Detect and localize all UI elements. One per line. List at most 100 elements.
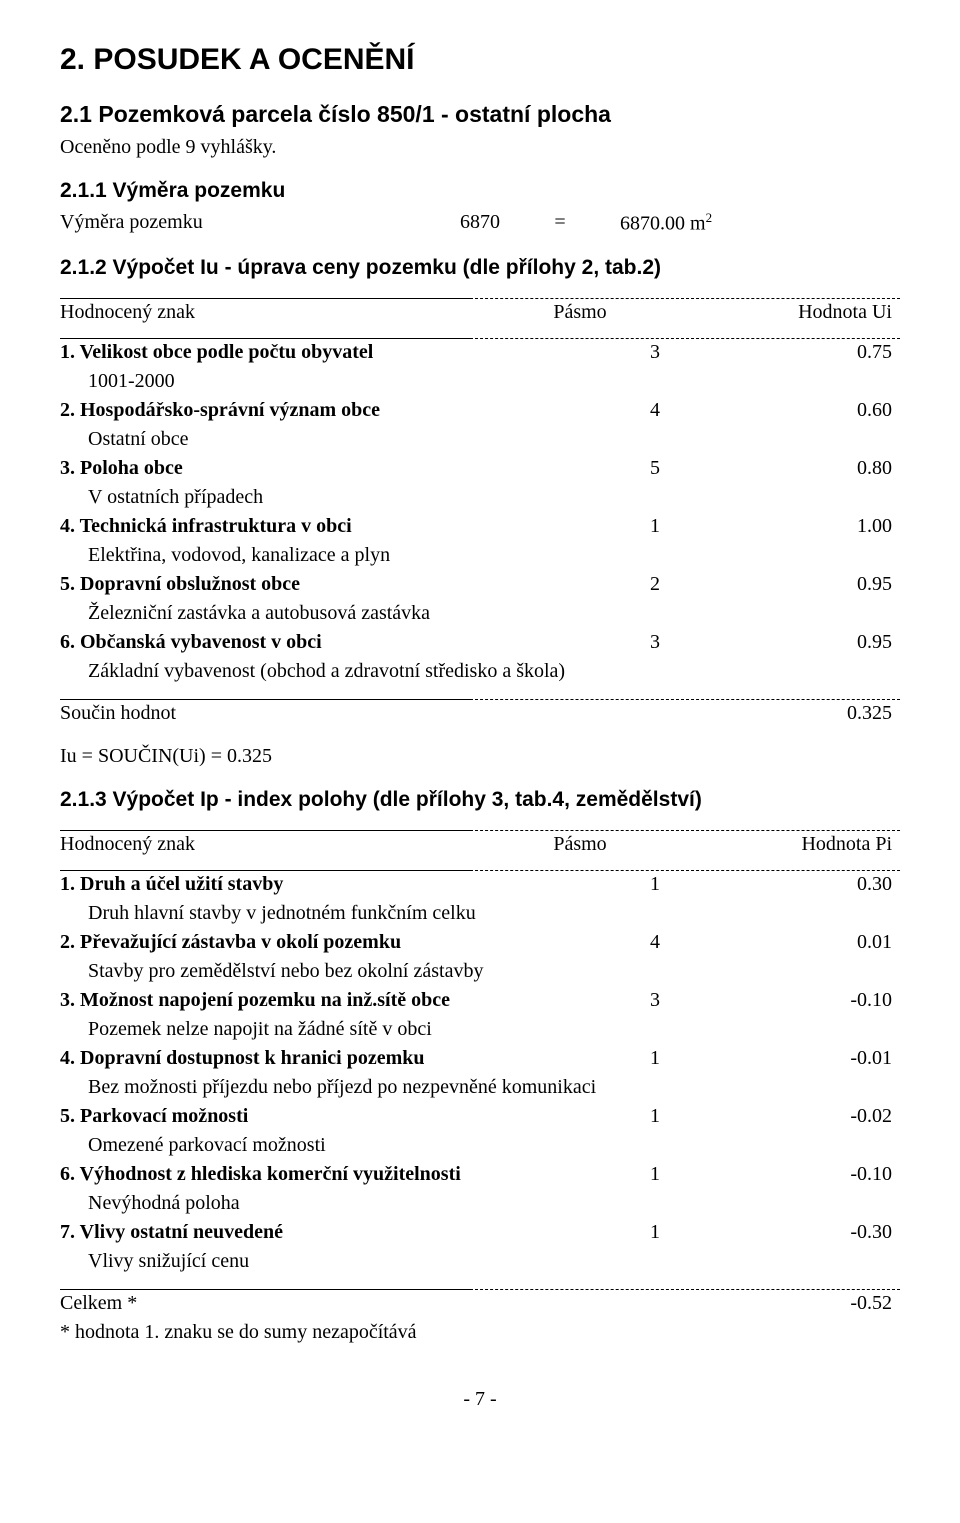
heading-iu: 2.1.2 Výpočet Iu - úprava ceny pozemku (… [60, 254, 900, 282]
tbl1-row: 5. Dopravní obslužnost obce20.95 [60, 571, 900, 598]
vymera-value: 6870 [420, 209, 540, 238]
tbl1-foot-label: Součin hodnot [60, 700, 470, 727]
vymera-result-sup: 2 [706, 210, 713, 225]
tbl1-row-value: 0.60 [690, 397, 900, 424]
tbl2-row-desc: Bez možnosti příjezdu nebo příjezd po ne… [60, 1074, 900, 1101]
heading-ip: 2.1.3 Výpočet Ip - index polohy (dle pří… [60, 786, 900, 814]
rule-1 [60, 286, 900, 299]
tbl2-row-label: 7. Vlivy ostatní neuvedené [60, 1219, 600, 1246]
rule-6 [60, 1277, 900, 1290]
vymera-label: Výměra pozemku [60, 209, 420, 238]
tbl2-row-value: -0.30 [690, 1219, 900, 1246]
tbl2-row-label: 2. Převažující zástavba v okolí pozemku [60, 929, 600, 956]
tbl2-row-value: -0.02 [690, 1103, 900, 1130]
rule-4 [60, 818, 900, 831]
tbl2-foot: Celkem * -0.52 [60, 1290, 900, 1317]
tbl2-row-label: 4. Dopravní dostupnost k hranici pozemku [60, 1045, 600, 1072]
vymera-result-val: 6870.00 m [620, 213, 706, 235]
tbl2-row-desc: Druh hlavní stavby v jednotném funkčním … [60, 900, 900, 927]
tbl1-foot: Součin hodnot 0.325 [60, 700, 900, 727]
tbl2-row-label: 1. Druh a účel užití stavby [60, 871, 600, 898]
tbl2-body: 1. Druh a účel užití stavby10.30Druh hla… [60, 871, 900, 1275]
tbl2-row-label: 3. Možnost napojení pozemku na inž.sítě … [60, 987, 600, 1014]
tbl2-row-pasmo: 1 [600, 1219, 690, 1246]
tbl2-row-value: -0.01 [690, 1045, 900, 1072]
tbl2-foot-val: -0.52 [470, 1290, 900, 1317]
tbl2-h-c2: Pásmo [470, 831, 690, 858]
tbl2-row-desc: Nevýhodná poloha [60, 1190, 900, 1217]
tbl1-h-c2: Pásmo [470, 299, 690, 326]
page-number: - 7 - [60, 1386, 900, 1413]
tbl1-note: Iu = SOUČIN(Ui) = 0.325 [60, 743, 900, 770]
tbl1-row-desc: Železniční zastávka a autobusová zastávk… [60, 600, 900, 627]
tbl1-row-value: 0.75 [690, 339, 900, 366]
tbl2-h-c3: Hodnota Pi [690, 831, 900, 858]
tbl1-row: 3. Poloha obce50.80 [60, 455, 900, 482]
tbl2-row: 3. Možnost napojení pozemku na inž.sítě … [60, 987, 900, 1014]
tbl1-row-label: 2. Hospodářsko-správní význam obce [60, 397, 600, 424]
tbl2-row: 6. Výhodnost z hlediska komerční využite… [60, 1161, 900, 1188]
rule-3 [60, 687, 900, 700]
tbl1-row-label: 1. Velikost obce podle počtu obyvatel [60, 339, 600, 366]
subtitle-text: Oceněno podle 9 vyhlášky. [60, 134, 900, 161]
tbl1-row-pasmo: 1 [600, 513, 690, 540]
rule-2 [60, 326, 900, 339]
vymera-result: 6870.00 m2 [580, 209, 900, 238]
tbl1-row-label: 3. Poloha obce [60, 455, 600, 482]
tbl2-row-pasmo: 1 [600, 871, 690, 898]
tbl2-foot-label: Celkem * [60, 1290, 470, 1317]
tbl2-row: 7. Vlivy ostatní neuvedené1-0.30 [60, 1219, 900, 1246]
tbl1-row: 4. Technická infrastruktura v obci11.00 [60, 513, 900, 540]
tbl1-row-value: 0.95 [690, 571, 900, 598]
tbl1-row-value: 0.80 [690, 455, 900, 482]
tbl2-row: 4. Dopravní dostupnost k hranici pozemku… [60, 1045, 900, 1072]
tbl1-row: 6. Občanská vybavenost v obci30.95 [60, 629, 900, 656]
tbl2-row: 5. Parkovací možnosti1-0.02 [60, 1103, 900, 1130]
tbl1-foot-val: 0.325 [470, 700, 900, 727]
tbl2-row-label: 6. Výhodnost z hlediska komerční využite… [60, 1161, 600, 1188]
tbl2-h-c1: Hodnocený znak [60, 831, 470, 858]
tbl1-row-pasmo: 4 [600, 397, 690, 424]
tbl2-row: 1. Druh a účel užití stavby10.30 [60, 871, 900, 898]
tbl1-row-label: 5. Dopravní obslužnost obce [60, 571, 600, 598]
tbl1-row-value: 1.00 [690, 513, 900, 540]
tbl2-row-desc: Stavby pro zemědělství nebo bez okolní z… [60, 958, 900, 985]
tbl1-row-pasmo: 3 [600, 339, 690, 366]
tbl2-row-pasmo: 1 [600, 1103, 690, 1130]
tbl2-row-value: 0.30 [690, 871, 900, 898]
tbl2-row-value: -0.10 [690, 987, 900, 1014]
tbl1-body: 1. Velikost obce podle počtu obyvatel30.… [60, 339, 900, 685]
heading-vymera: 2.1.1 Výměra pozemku [60, 177, 900, 205]
tbl1-row-desc: V ostatních případech [60, 484, 900, 511]
tbl1-row-pasmo: 2 [600, 571, 690, 598]
vymera-row: Výměra pozemku 6870 = 6870.00 m2 [60, 209, 900, 238]
tbl2-row-value: 0.01 [690, 929, 900, 956]
section-title: 2. POSUDEK A OCENĚNÍ [60, 40, 900, 81]
tbl1-row-value: 0.95 [690, 629, 900, 656]
tbl2-row-pasmo: 1 [600, 1045, 690, 1072]
tbl2-row-pasmo: 4 [600, 929, 690, 956]
tbl2-row-value: -0.10 [690, 1161, 900, 1188]
tbl1-row-label: 4. Technická infrastruktura v obci [60, 513, 600, 540]
tbl2-row-desc: Pozemek nelze napojit na žádné sítě v ob… [60, 1016, 900, 1043]
vymera-eq: = [540, 209, 580, 238]
tbl1-h-c3: Hodnota Ui [690, 299, 900, 326]
subsection-title: 2.1 Pozemková parcela číslo 850/1 - osta… [60, 99, 900, 130]
tbl1-row-pasmo: 5 [600, 455, 690, 482]
tbl2-header: Hodnocený znak Pásmo Hodnota Pi [60, 831, 900, 858]
tbl2-row-pasmo: 1 [600, 1161, 690, 1188]
tbl2-row-desc: Omezené parkovací možnosti [60, 1132, 900, 1159]
tbl1-row-desc: 1001-2000 [60, 368, 900, 395]
tbl1-row-desc: Základní vybavenost (obchod a zdravotní … [60, 658, 900, 685]
tbl1-row: 2. Hospodářsko-správní význam obce40.60 [60, 397, 900, 424]
tbl2-row-pasmo: 3 [600, 987, 690, 1014]
tbl1-row-desc: Elektřina, vodovod, kanalizace a plyn [60, 542, 900, 569]
tbl1-h-c1: Hodnocený znak [60, 299, 470, 326]
rule-5 [60, 858, 900, 871]
tbl1-row-desc: Ostatní obce [60, 426, 900, 453]
tbl2-row-desc: Vlivy snižující cenu [60, 1248, 900, 1275]
tbl2-row: 2. Převažující zástavba v okolí pozemku4… [60, 929, 900, 956]
tbl1-row-pasmo: 3 [600, 629, 690, 656]
tbl2-row-label: 5. Parkovací možnosti [60, 1103, 600, 1130]
tbl2-note: * hodnota 1. znaku se do sumy nezapočítá… [60, 1319, 900, 1346]
